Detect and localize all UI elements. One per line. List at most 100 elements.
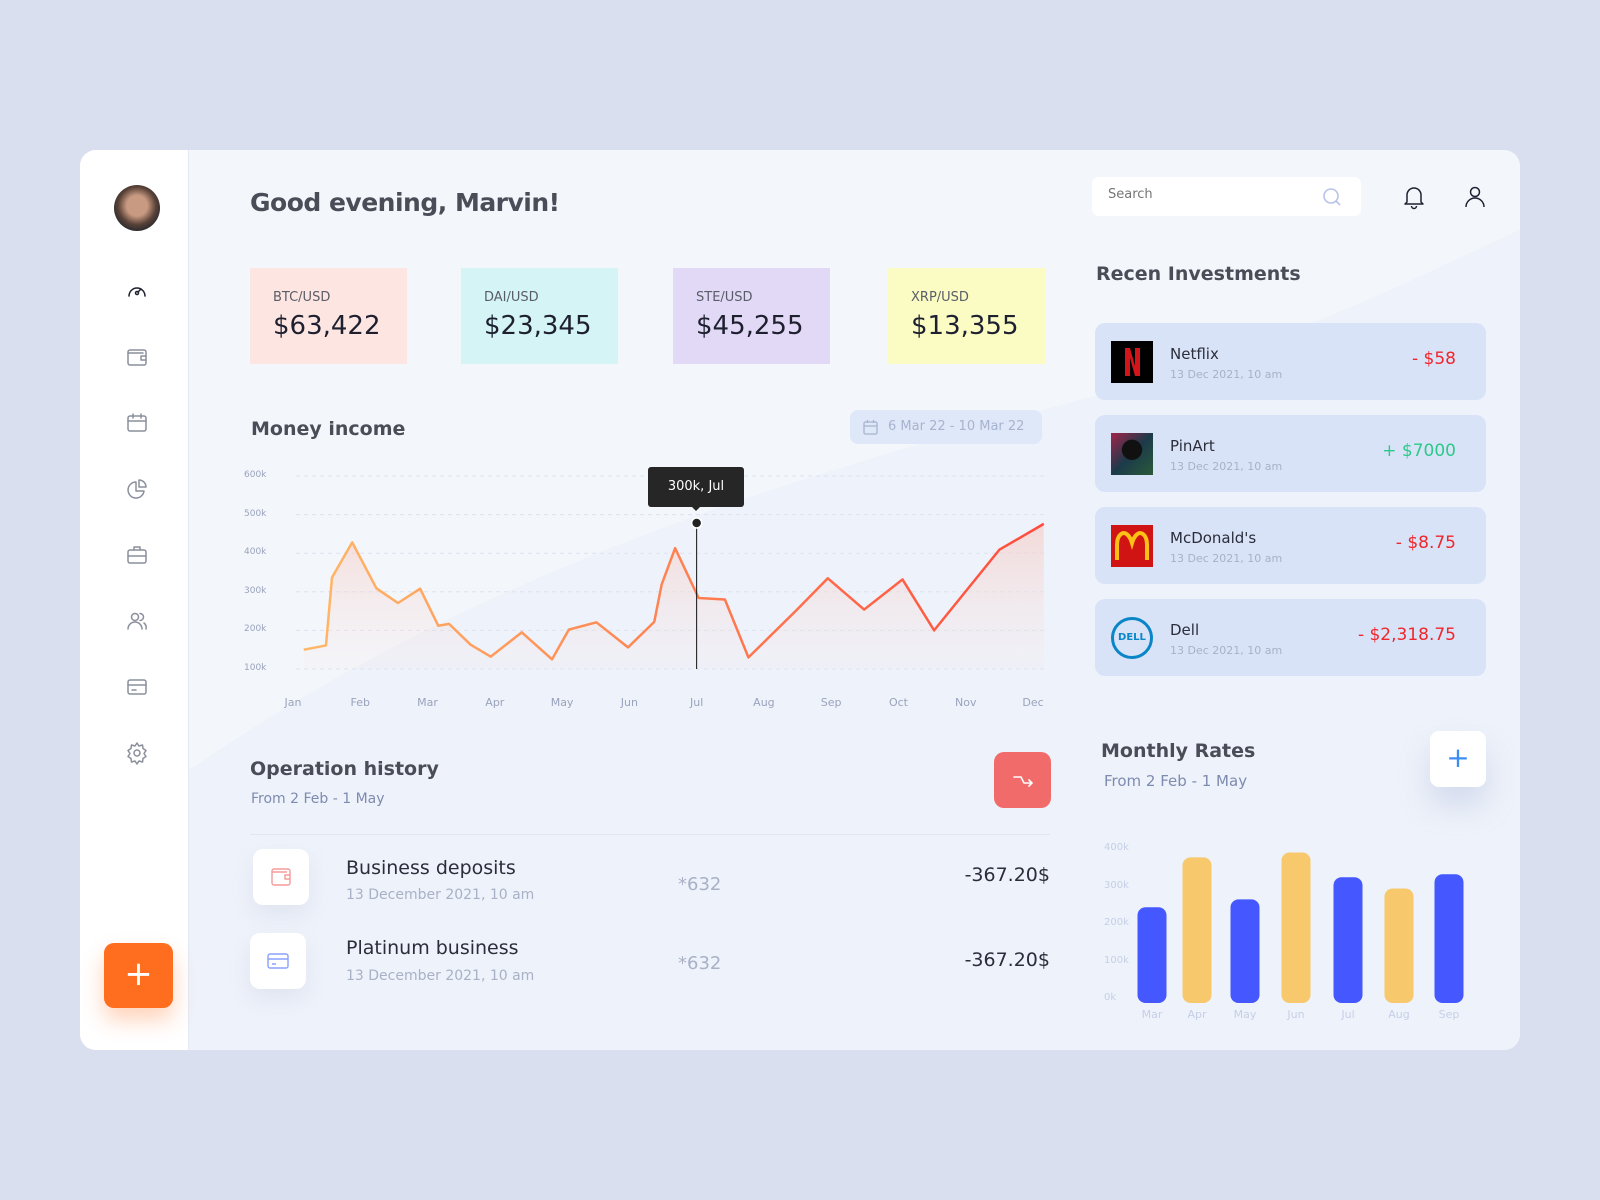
investment-date: 13 Dec 2021, 10 am [1170,644,1283,657]
mcdonalds-logo [1111,525,1153,567]
ticker-value: $45,255 [696,311,804,341]
y-tick-label: 300k [1104,879,1129,891]
sidebar-item-users[interactable] [125,609,149,633]
ticker-label: DAI/USD [484,290,539,305]
investment-name: Dell [1170,621,1200,639]
ticker-card-ste[interactable]: STE/USD $45,255 [673,268,830,364]
operation-date: 13 December 2021, 10 am [346,968,535,984]
operation-card-number: *632 [678,953,722,974]
credit-card-icon [267,953,289,969]
investment-date: 13 Dec 2021, 10 am [1170,368,1283,381]
ticker-value: $63,422 [273,311,381,341]
y-tick-label: 0k [1104,992,1117,1003]
ticker-value: $13,355 [911,311,1019,341]
y-tick-label: 600k [244,470,267,480]
search-box[interactable] [1092,177,1361,216]
sidebar-item-portfolio[interactable] [125,543,149,567]
money-income-chart [296,475,1045,670]
credit-card-icon [127,679,147,695]
dashboard-window: + Good evening, Marvin! BTC/USD $63,422 D… [80,150,1520,1050]
pinart-logo [1111,433,1153,475]
monthly-rates-subtitle: From 2 Feb - 1 May [1104,772,1248,790]
dell-logo: DELL [1111,617,1153,659]
y-tick-label: 200k [1104,917,1129,928]
operation-name: Business deposits [346,857,516,879]
income-area [303,523,1044,669]
y-tick-label: 500k [244,508,267,519]
notification-bell-icon[interactable] [1402,184,1426,210]
sidebar-item-wallet[interactable] [125,345,149,369]
add-rate-button[interactable]: + [1430,731,1486,787]
ticker-card-dai[interactable]: DAI/USD $23,345 [461,268,618,364]
ticker-label: STE/USD [696,290,753,305]
x-tick-label: Nov [954,696,977,709]
chart-tooltip: 300k, Jul [648,467,744,511]
investment-item[interactable]: PinArt 13 Dec 2021, 10 am + $7000 [1095,415,1486,492]
x-tick-label: Jun [1287,1008,1305,1021]
y-tick-label: 100k [1104,954,1129,966]
briefcase-icon [127,546,147,564]
y-tick-label: 400k [244,547,267,558]
bar-jul [1333,877,1363,1003]
netflix-logo [1111,341,1153,383]
avatar[interactable] [114,185,160,231]
ticker-card-btc[interactable]: BTC/USD $63,422 [250,268,407,364]
x-tick-label: Sep [1438,1008,1460,1021]
investment-amount: - $58 [1412,349,1456,369]
investment-amount: - $8.75 [1395,533,1456,553]
investment-date: 13 Dec 2021, 10 am [1170,552,1283,565]
y-tick-label: 300k [244,585,267,596]
x-tick-label: Jan [284,696,302,709]
sidebar-item-analytics[interactable] [125,477,149,501]
x-tick-label: May [550,696,574,709]
investment-item[interactable]: McDonald's 13 Dec 2021, 10 am - $8.75 [1095,507,1486,584]
highlight-point [690,517,703,529]
ticker-label: XRP/USD [911,290,969,305]
ticker-label: BTC/USD [273,290,331,305]
search-icon[interactable] [1321,186,1343,208]
operation-amount: -367.20$ [964,864,1050,886]
redirect-arrow-icon [1013,776,1034,787]
x-tick-label: Apr [485,696,505,709]
operation-card-number: *632 [678,874,722,895]
operation-history-subtitle: From 2 Feb - 1 May [251,791,385,807]
date-range-picker[interactable]: 6 Mar 22 - 10 Mar 22 [850,410,1042,444]
sidebar-item-cards[interactable] [125,675,149,699]
income-line [303,522,1045,661]
calendar-icon [127,413,147,432]
divider [250,834,1050,835]
investment-amount: + $7000 [1382,441,1456,461]
investment-name: PinArt [1170,437,1215,455]
ticker-card-xrp[interactable]: XRP/USD $13,355 [888,268,1045,364]
wallet-icon [127,349,147,366]
ticker-value: $23,345 [484,311,592,341]
bar-jun [1281,852,1311,1003]
sidebar-item-settings[interactable] [125,741,149,765]
investment-item[interactable]: DELL Dell 13 Dec 2021, 10 am - $2,318.75 [1095,599,1486,676]
wallet-icon [271,868,291,886]
export-button[interactable] [994,752,1051,808]
settings-gear-icon [127,742,147,765]
monthly-rates-chart [1137,852,1464,1003]
sidebar-item-dashboard[interactable] [125,279,149,303]
operation-date: 13 December 2021, 10 am [346,887,535,903]
x-tick-label: Aug [753,696,775,709]
money-income-title: Money income [251,418,406,440]
x-tick-label: Apr [1187,1008,1207,1021]
sidebar-item-calendar[interactable] [125,411,149,435]
x-tick-label: Mar [1141,1008,1163,1021]
user-profile-icon[interactable] [1463,184,1487,210]
dashboard-gauge-icon [128,287,146,297]
operation-history-title: Operation history [250,758,439,780]
search-input[interactable] [1108,187,1308,202]
bar-may [1230,899,1260,1003]
operation-name: Platinum business [346,937,519,959]
investment-item[interactable]: Netflix 13 Dec 2021, 10 am - $58 [1095,323,1486,400]
bar-sep [1434,874,1464,1003]
monthly-rates-title: Monthly Rates [1101,740,1256,762]
x-tick-label: Jul [1341,1008,1355,1021]
bar-aug [1384,888,1414,1003]
investment-amount: - $2,318.75 [1357,625,1456,645]
y-tick-label: 100k [244,663,267,673]
add-fab-button[interactable]: + [104,943,173,1008]
